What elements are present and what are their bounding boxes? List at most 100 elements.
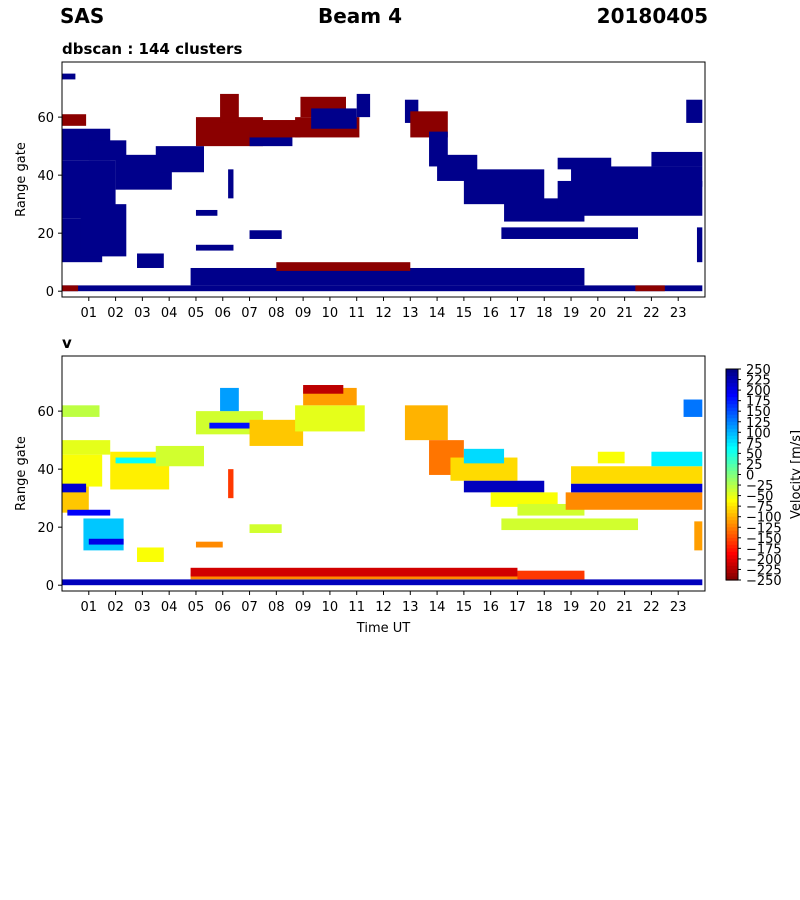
velocity-xtick-label-02: 02 xyxy=(107,600,124,615)
clusters-xtick-label-12: 12 xyxy=(375,306,392,321)
clusters-xtick-label-19: 19 xyxy=(563,306,580,321)
colorbar-segment-50 xyxy=(726,544,738,549)
colorbar-segment-1 xyxy=(726,372,738,377)
colorbar-segment-48 xyxy=(726,537,738,542)
clusters-xtick-label-22: 22 xyxy=(643,306,660,321)
velocity-band-38 xyxy=(195,541,223,548)
colorbar-segment-28 xyxy=(726,467,738,472)
colorbar-segment-52 xyxy=(726,551,738,556)
clusters-band-18 xyxy=(249,120,301,138)
colorbar-segment-0 xyxy=(726,369,738,374)
colorbar-segment-38 xyxy=(726,502,738,507)
colorbar-tick-label-19: −225 xyxy=(746,563,782,578)
colorbar-segment-3 xyxy=(726,379,738,384)
colorbar-segment-46 xyxy=(726,530,738,535)
colorbar-segment-15 xyxy=(726,421,738,426)
velocity-band-7 xyxy=(83,518,124,551)
colorbar-segment-43 xyxy=(726,520,738,525)
colorbar-segment-29 xyxy=(726,470,738,476)
clusters-band-39 xyxy=(696,227,703,263)
colorbar-tick-label-10: 0 xyxy=(746,469,754,484)
clusters-xtick-label-04: 04 xyxy=(161,306,178,321)
clusters-xtick-label-01: 01 xyxy=(81,306,98,321)
colorbar-segment-35 xyxy=(726,492,738,497)
clusters-panel: 01 02 03 04 05 06 07 08 09 10 11 12 13 14 15 16 17 18 19 20… xyxy=(14,40,706,321)
colorbar-tick-label-14: −100 xyxy=(746,511,782,526)
colorbar-segment-31 xyxy=(726,478,738,483)
clusters-band-1 xyxy=(62,285,79,292)
clusters-xtick-label-23: 23 xyxy=(670,306,687,321)
clusters-band-37 xyxy=(249,230,282,239)
velocity-band-23 xyxy=(404,405,448,441)
colorbar-segment-34 xyxy=(726,488,738,493)
colorbar-tick-label-9: 25 xyxy=(746,458,763,473)
colorbar-tick-label-2: 200 xyxy=(746,384,771,399)
clusters-band-6 xyxy=(62,73,76,80)
colorbar-segment-10 xyxy=(726,404,738,409)
clusters-band-2 xyxy=(635,285,665,292)
colorbar-segment-6 xyxy=(726,390,738,395)
velocity-band-15 xyxy=(62,405,100,417)
clusters-ylabel: Range gate xyxy=(14,142,29,217)
velocity-data-marks xyxy=(62,385,703,586)
velocity-xtick-label-01: 01 xyxy=(81,600,98,615)
velocity-xtick-label-10: 10 xyxy=(322,600,339,615)
clusters-band-12 xyxy=(155,146,204,173)
colorbar-segment-51 xyxy=(726,548,738,553)
clusters-xtick-label-20: 20 xyxy=(590,306,607,321)
velocity-xtick-label-17: 17 xyxy=(509,600,526,615)
velocity-xtick-label-06: 06 xyxy=(214,600,231,615)
colorbar-segment-18 xyxy=(726,432,738,437)
clusters-xtick-label-05: 05 xyxy=(188,306,205,321)
colorbar-segment-17 xyxy=(726,428,738,433)
colorbar-segment-39 xyxy=(726,506,738,511)
colorbar-segment-40 xyxy=(726,509,738,514)
velocity-xtick-label-12: 12 xyxy=(375,600,392,615)
colorbar-segment-5 xyxy=(726,386,738,391)
clusters-band-9 xyxy=(80,204,127,257)
velocity-xtick-label-11: 11 xyxy=(348,600,365,615)
clusters-band-21 xyxy=(311,108,357,129)
colorbar-segment-7 xyxy=(726,393,738,398)
colorbar-label: Velocity [m/s] xyxy=(789,430,800,519)
velocity-band-36 xyxy=(683,399,703,417)
velocity-band-30 xyxy=(565,492,703,510)
colorbar-tick-label-7: 75 xyxy=(746,437,763,452)
clusters-xtick-label-17: 17 xyxy=(509,306,526,321)
colorbar-segment-23 xyxy=(726,449,738,454)
colorbar-tick-label-5: 125 xyxy=(746,416,771,431)
velocity-band-17 xyxy=(209,422,250,429)
velocity-xtick-label-09: 09 xyxy=(295,600,312,615)
colorbar-tick-label-18: −200 xyxy=(746,553,782,568)
colorbar-tick-label-12: −50 xyxy=(746,490,773,505)
clusters-ytick-label-40: 40 xyxy=(37,169,54,184)
colorbar-segment-25 xyxy=(726,456,738,462)
velocity-xtick-label-05: 05 xyxy=(188,600,205,615)
clusters-xtick-label-02: 02 xyxy=(107,306,124,321)
clusters-band-0 xyxy=(62,285,703,292)
velocity-band-32 xyxy=(571,466,703,484)
colorbar-segment-11 xyxy=(726,407,738,412)
colorbar-segment-42 xyxy=(726,516,738,521)
colorbar-segment-21 xyxy=(726,442,738,447)
velocity-ytick-label-0: 0 xyxy=(46,579,54,594)
clusters-xtick-label-11: 11 xyxy=(348,306,365,321)
clusters-band-13 xyxy=(88,140,127,161)
clusters-band-16 xyxy=(220,93,239,123)
velocity-xlabel: Time UT xyxy=(356,621,410,636)
clusters-band-5 xyxy=(62,114,87,126)
colorbar-tick-label-16: −150 xyxy=(746,532,782,547)
velocity-band-31 xyxy=(571,483,703,493)
colorbar-segment-19 xyxy=(726,435,738,440)
colorbar-tick-label-3: 175 xyxy=(746,395,771,410)
clusters-ytick-label-60: 60 xyxy=(37,111,54,126)
colorbar-segment-20 xyxy=(726,439,738,444)
velocity-xtick-label-20: 20 xyxy=(590,600,607,615)
velocity-band-18 xyxy=(220,387,239,412)
velocity-ytick-label-40: 40 xyxy=(37,463,54,478)
velocity-band-28 xyxy=(490,492,558,507)
velocity-band-40 xyxy=(228,469,234,499)
clusters-xtick-label-09: 09 xyxy=(295,306,312,321)
clusters-band-38 xyxy=(686,99,703,123)
